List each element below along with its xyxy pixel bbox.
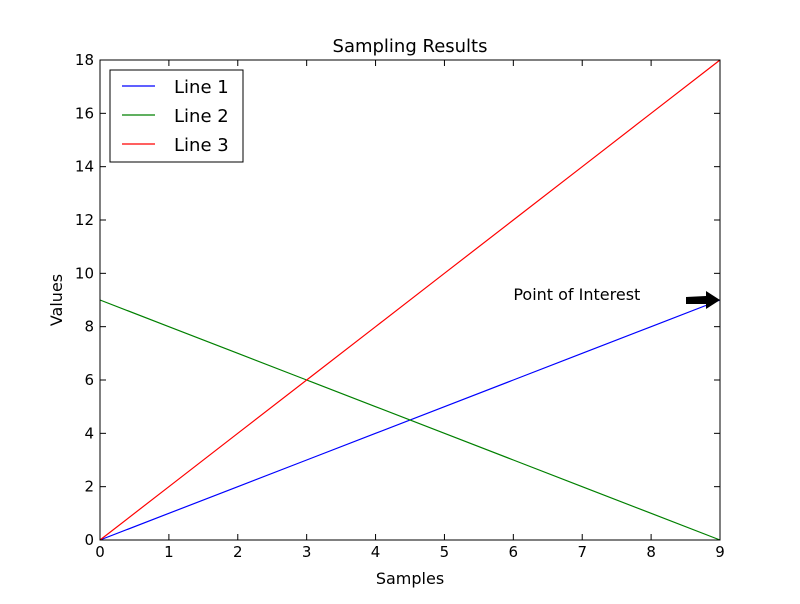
legend-label-3: Line 3 xyxy=(174,135,229,156)
y-tick-label: 16 xyxy=(75,104,94,122)
x-tick-label: 0 xyxy=(95,543,105,561)
x-tick-label: 7 xyxy=(577,543,587,561)
y-tick-label: 12 xyxy=(75,211,94,229)
y-axis-label: Values xyxy=(47,274,66,326)
legend: Line 1 Line 2 Line 3 xyxy=(109,69,244,163)
x-tick-label: 5 xyxy=(440,543,450,561)
y-tick-label: 4 xyxy=(84,424,94,442)
series-line-2 xyxy=(99,299,721,541)
chart-title: Sampling Results xyxy=(333,36,488,57)
annotation-arrow-icon xyxy=(686,291,720,309)
legend-label-2: Line 2 xyxy=(174,106,229,127)
annotation: Point of Interest xyxy=(513,285,720,309)
x-axis-label: Samples xyxy=(376,569,444,588)
legend-label-1: Line 1 xyxy=(174,77,229,98)
legend-box xyxy=(109,69,244,163)
y-tick-label: 0 xyxy=(84,531,94,549)
y-tick-label: 10 xyxy=(75,264,94,282)
y-tick-label: 8 xyxy=(84,318,94,336)
x-tick-label: 4 xyxy=(371,543,381,561)
x-tick-label: 3 xyxy=(302,543,312,561)
y-tick-label: 18 xyxy=(75,51,94,69)
x-tick-label: 2 xyxy=(233,543,243,561)
x-tick-label: 9 xyxy=(715,543,725,561)
x-tick-label: 6 xyxy=(509,543,519,561)
x-tick-label: 1 xyxy=(164,543,174,561)
y-tick-label: 2 xyxy=(84,478,94,496)
y-tick-label: 14 xyxy=(75,158,94,176)
series-line-3 xyxy=(99,59,721,541)
annotation-text: Point of Interest xyxy=(513,285,640,304)
plot-lines xyxy=(99,59,721,541)
y-tick-label: 6 xyxy=(84,371,94,389)
x-tick-label: 8 xyxy=(646,543,656,561)
